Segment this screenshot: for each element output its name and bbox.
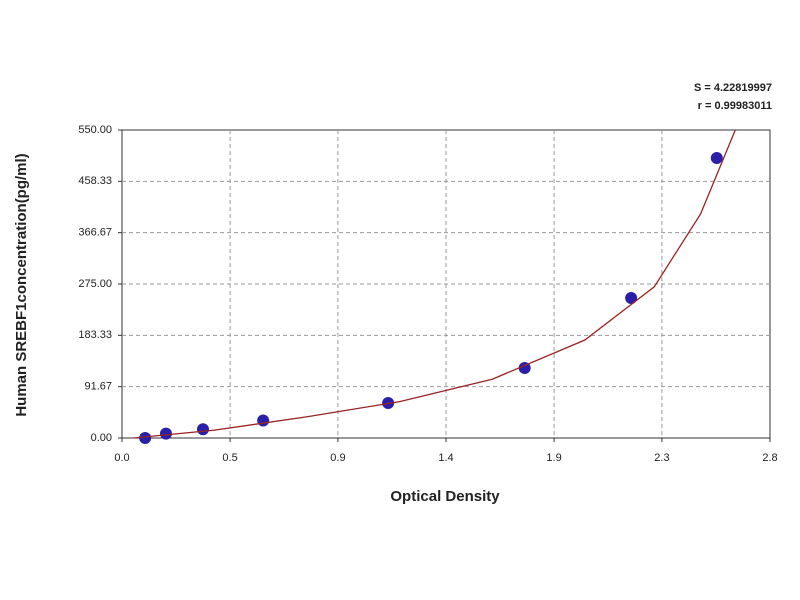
data-point xyxy=(159,427,172,440)
y-tick-label: 183.33 xyxy=(78,329,112,341)
data-point xyxy=(625,292,638,304)
y-tick-label: 550.00 xyxy=(78,124,112,136)
annotation: r = 0.99983011 xyxy=(698,100,772,112)
data-point xyxy=(139,432,152,444)
y-axis-label: Human SREBF1concentration(pg/ml) xyxy=(13,153,30,416)
y-tick-label: 458.33 xyxy=(78,175,112,187)
x-tick-label: 1.4 xyxy=(438,452,453,464)
x-tick-label: 0.0 xyxy=(114,452,129,464)
x-axis-label: Optical Density xyxy=(390,488,500,505)
data-point xyxy=(257,414,270,427)
y-tick-label: 275.00 xyxy=(78,278,112,290)
data-point xyxy=(710,152,723,164)
x-tick-label: 0.5 xyxy=(222,452,237,464)
y-tick-label: 91.67 xyxy=(84,381,112,393)
x-tick-label: 0.9 xyxy=(330,452,345,464)
y-tick-label: 0.00 xyxy=(91,432,112,444)
y-tick-label: 366.67 xyxy=(78,227,112,239)
x-tick-label: 1.9 xyxy=(546,452,561,464)
x-tick-label: 2.8 xyxy=(762,452,777,464)
annotation: S = 4.22819997 xyxy=(694,82,772,94)
data-point xyxy=(518,362,531,374)
data-point xyxy=(197,423,209,436)
x-tick-label: 2.3 xyxy=(654,452,669,464)
fit-curve xyxy=(133,129,736,439)
